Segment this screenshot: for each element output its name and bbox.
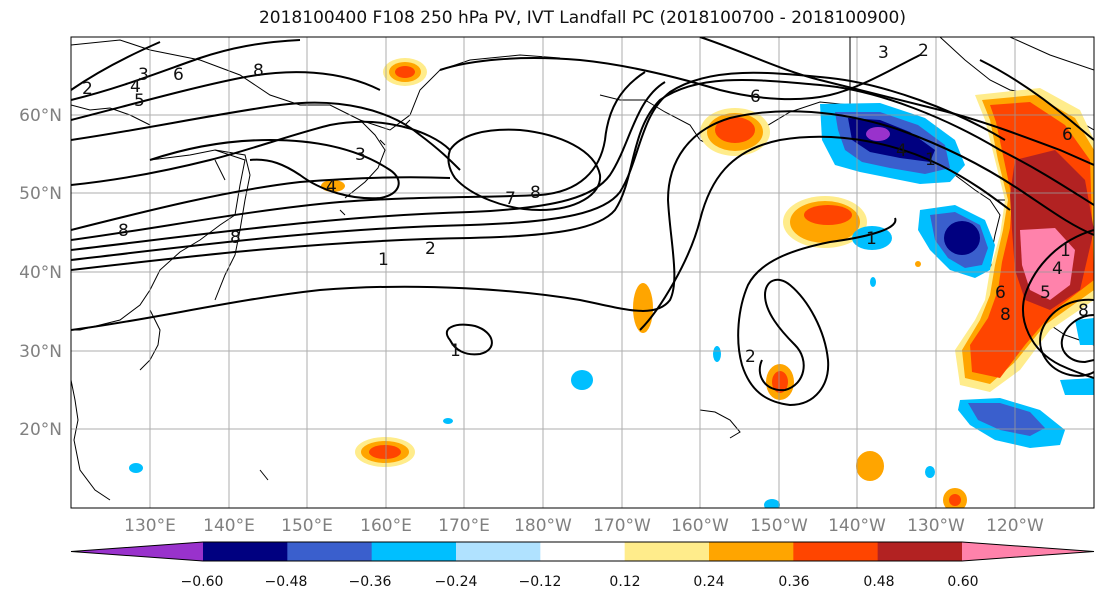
contour-label: 1 [925,150,936,170]
pv-anomaly-shading [129,58,1094,508]
lon-label: 150°W [750,516,808,536]
colorbar-tick-label: −0.60 [181,574,224,590]
colorbar-extend-min [71,542,203,561]
contour-label: 6 [995,283,1006,303]
lon-label: 150°E [281,516,333,536]
contour-label: 6 [750,87,761,107]
lon-label: 140°E [203,516,255,536]
lon-label: 170°W [593,516,651,536]
contour-label: 1 [450,341,461,361]
colorbar-segment [877,542,963,561]
pv-contours [71,37,1094,407]
contour-label: 2 [425,239,436,259]
colorbar-segment [203,542,288,561]
lon-label: 160°E [360,516,412,536]
colorbar-segment [287,542,373,561]
latitude-labels: 60°N 50°N 40°N 30°N 20°N [19,106,62,440]
lon-label: 180°W [514,516,572,536]
contour-label: 4 [326,177,337,197]
colorbar-segment [624,542,710,561]
colorbar-segment [371,542,457,561]
colorbar-segment [456,542,541,561]
lon-label: 160°W [671,516,729,536]
contour-label: 2 [745,347,756,367]
lon-label: 130°E [124,516,176,536]
contour-label: 4 [130,77,141,97]
colorbar-ticks: −0.60 −0.48 −0.36 −0.24 −0.12 0.12 0.24 … [181,574,979,590]
contour-label: 7 [505,189,516,209]
contour-label: 5 [134,91,145,111]
lon-label: 120°W [986,516,1044,536]
lat-label: 20°N [19,420,62,440]
contour-label: 8 [530,183,541,203]
contour-label: 5 [1040,283,1051,303]
colorbar-tick-label: −0.48 [265,574,308,590]
contour-label: 3 [355,145,366,165]
colorbar-tick-label: 0.60 [947,574,978,590]
coastlines [71,37,1094,501]
colorbar-tick-label: 0.24 [693,574,724,590]
lat-label: 60°N [19,106,62,126]
colorbar-tick-label: −0.36 [349,574,392,590]
contour-label: 2 [918,41,929,61]
lon-label: 130°W [907,516,965,536]
contour-label: 8 [118,221,129,241]
contour-label: 3 [138,65,149,85]
colorbar-outline [70,541,1095,562]
colorbar-segments [70,541,1095,562]
lat-label: 50°N [19,184,62,204]
contour-label: 3 [878,43,889,63]
contour-label: 8 [1000,305,1011,325]
colorbar-tick-label: −0.24 [435,574,478,590]
contour-label: 4 [896,141,907,161]
colorbar-tick-label: 0.48 [863,574,894,590]
contour-label: 8 [1078,301,1089,321]
colorbar-segment [793,542,879,561]
colorbar-tick-label: 0.12 [609,574,640,590]
contour-label: 1 [378,250,389,270]
contour-label: 1 [866,229,877,249]
colorbar: −0.60 −0.48 −0.36 −0.24 −0.12 0.12 0.24 … [70,541,1095,590]
contour-label: 2 [82,79,93,99]
colorbar-tick-label: 0.36 [778,574,809,590]
lat-label: 30°N [19,342,62,362]
plot-frame [70,36,1095,509]
colorbar-tick-label: −0.12 [519,574,562,590]
contour-label: 4 [1052,259,1063,279]
lon-label: 140°W [828,516,886,536]
lat-label: 40°N [19,263,62,283]
gridlines [71,37,1094,508]
contour-label: 6 [173,65,184,85]
colorbar-segment [709,542,794,561]
contour-label: 1 [1060,241,1071,261]
map-title: 2018100400 F108 250 hPa PV, IVT Landfall… [258,8,906,28]
contour-label: 8 [230,228,241,248]
colorbar-extend-max [962,542,1094,561]
contour-labels: 2 3 4 5 6 8 8 3 4 8 7 8 2 1 1 6 2 1 1 2 … [82,41,1089,367]
longitude-labels: 130°E 140°E 150°E 160°E 170°E 180°W 170°… [124,516,1044,536]
lon-label: 170°E [438,516,490,536]
contour-label: 6 [1062,125,1073,145]
contour-label: 8 [253,61,264,81]
colorbar-segment [540,542,626,561]
